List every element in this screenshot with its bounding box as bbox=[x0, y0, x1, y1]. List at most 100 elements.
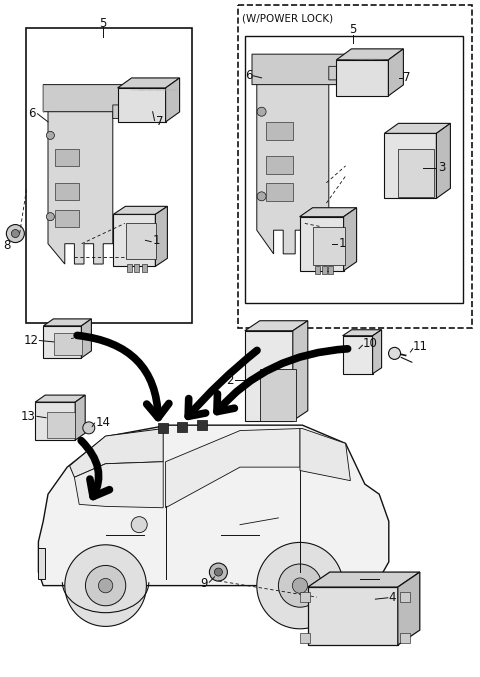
Bar bbox=[400, 592, 410, 602]
Bar bbox=[47, 412, 75, 437]
Circle shape bbox=[98, 578, 113, 593]
FancyArrowPatch shape bbox=[77, 335, 169, 418]
Bar bbox=[26, 28, 192, 323]
Bar bbox=[343, 336, 372, 374]
Text: 6: 6 bbox=[28, 107, 36, 121]
Bar bbox=[266, 156, 293, 174]
Circle shape bbox=[209, 563, 228, 581]
Bar bbox=[158, 423, 168, 433]
Bar bbox=[142, 264, 146, 272]
FancyArrowPatch shape bbox=[217, 349, 348, 412]
Bar bbox=[322, 266, 326, 274]
Bar bbox=[245, 331, 293, 420]
Text: 12: 12 bbox=[24, 334, 38, 347]
Bar bbox=[315, 266, 320, 274]
Bar bbox=[38, 548, 45, 579]
Polygon shape bbox=[74, 462, 163, 508]
Polygon shape bbox=[308, 572, 420, 587]
Bar bbox=[400, 633, 410, 643]
Polygon shape bbox=[372, 330, 382, 374]
Polygon shape bbox=[388, 49, 403, 96]
Circle shape bbox=[389, 347, 400, 359]
Polygon shape bbox=[257, 58, 329, 254]
Circle shape bbox=[85, 565, 126, 606]
Text: 4: 4 bbox=[389, 590, 396, 604]
Polygon shape bbox=[166, 429, 300, 508]
Bar bbox=[43, 326, 82, 358]
Polygon shape bbox=[113, 105, 130, 118]
Bar bbox=[55, 149, 79, 166]
Circle shape bbox=[292, 578, 308, 593]
Text: 11: 11 bbox=[413, 340, 428, 353]
Circle shape bbox=[12, 230, 19, 238]
Bar bbox=[313, 227, 345, 265]
Polygon shape bbox=[35, 395, 85, 402]
Polygon shape bbox=[293, 321, 308, 420]
Polygon shape bbox=[48, 88, 113, 264]
Text: 13: 13 bbox=[21, 410, 36, 423]
Polygon shape bbox=[252, 54, 353, 85]
Polygon shape bbox=[384, 123, 450, 133]
Text: 9: 9 bbox=[200, 577, 207, 590]
Bar bbox=[266, 122, 293, 140]
Polygon shape bbox=[75, 395, 85, 440]
Text: (W/POWER LOCK): (W/POWER LOCK) bbox=[242, 14, 334, 24]
Circle shape bbox=[257, 107, 266, 116]
Bar bbox=[300, 217, 344, 271]
Text: 3: 3 bbox=[438, 160, 445, 174]
Polygon shape bbox=[156, 206, 168, 266]
Bar bbox=[134, 264, 139, 272]
Polygon shape bbox=[38, 425, 389, 586]
Bar bbox=[328, 266, 333, 274]
Circle shape bbox=[278, 564, 322, 607]
Bar bbox=[126, 223, 156, 259]
Polygon shape bbox=[300, 208, 357, 217]
Polygon shape bbox=[344, 208, 357, 271]
Bar bbox=[197, 420, 206, 430]
Bar bbox=[178, 422, 187, 431]
Polygon shape bbox=[336, 49, 403, 60]
Polygon shape bbox=[300, 429, 350, 481]
Polygon shape bbox=[398, 572, 420, 645]
Bar bbox=[245, 36, 463, 303]
Polygon shape bbox=[82, 319, 91, 358]
Circle shape bbox=[47, 131, 54, 139]
Text: 5: 5 bbox=[99, 16, 107, 30]
Circle shape bbox=[47, 213, 54, 221]
Circle shape bbox=[6, 225, 24, 242]
FancyArrowPatch shape bbox=[81, 441, 109, 496]
Text: 1: 1 bbox=[339, 237, 347, 250]
Bar bbox=[260, 369, 296, 421]
Circle shape bbox=[257, 542, 343, 629]
Polygon shape bbox=[70, 429, 163, 477]
Text: 5: 5 bbox=[349, 23, 357, 37]
Circle shape bbox=[257, 192, 266, 201]
Text: 1: 1 bbox=[153, 234, 160, 247]
Text: 8: 8 bbox=[3, 239, 11, 253]
Bar bbox=[266, 183, 293, 201]
FancyArrowPatch shape bbox=[188, 351, 257, 416]
Bar bbox=[398, 149, 434, 197]
Polygon shape bbox=[43, 319, 91, 326]
Bar bbox=[384, 133, 436, 198]
Bar bbox=[336, 60, 388, 96]
Text: 7: 7 bbox=[403, 70, 411, 84]
Bar bbox=[113, 215, 156, 266]
Bar bbox=[35, 402, 75, 440]
Bar bbox=[300, 592, 310, 602]
Circle shape bbox=[83, 422, 95, 434]
Circle shape bbox=[215, 568, 222, 576]
Bar bbox=[54, 333, 82, 355]
Polygon shape bbox=[166, 78, 180, 122]
Polygon shape bbox=[343, 330, 382, 336]
Bar bbox=[55, 183, 79, 200]
Polygon shape bbox=[245, 321, 308, 331]
Polygon shape bbox=[43, 85, 134, 112]
Text: 6: 6 bbox=[245, 69, 252, 83]
Text: 14: 14 bbox=[96, 416, 111, 429]
Text: 7: 7 bbox=[156, 115, 164, 129]
Polygon shape bbox=[118, 78, 180, 88]
Polygon shape bbox=[436, 123, 450, 198]
Polygon shape bbox=[113, 206, 168, 215]
Circle shape bbox=[131, 517, 147, 533]
